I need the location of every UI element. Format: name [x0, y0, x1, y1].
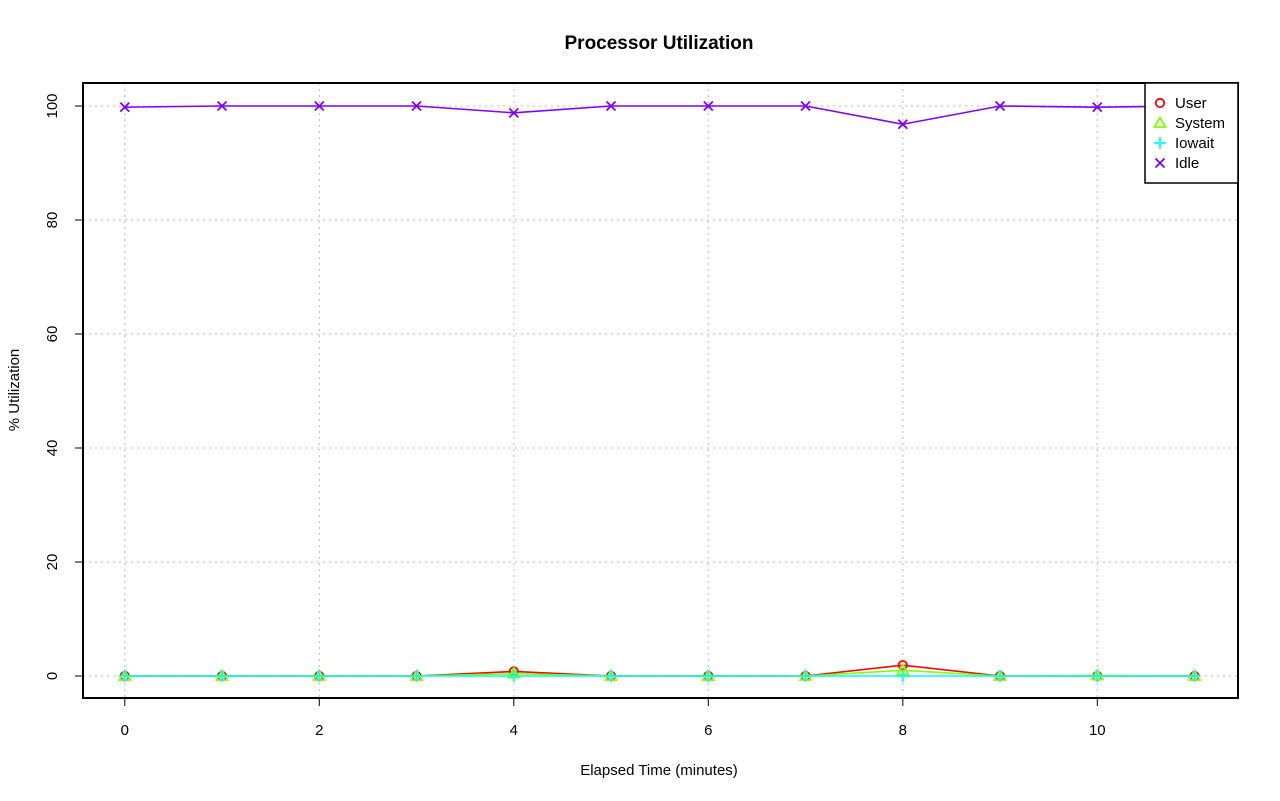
y-axis-label: % Utilization — [6, 349, 23, 432]
data-point-idle — [119, 102, 130, 113]
data-point-iowait — [799, 670, 812, 682]
data-point-idle — [1092, 102, 1103, 113]
series-user — [119, 660, 1200, 682]
x-tick-label: 4 — [510, 722, 518, 739]
y-tick-label: 60 — [44, 326, 61, 343]
data-point-iowait — [1091, 670, 1104, 682]
series-iowait — [118, 670, 1201, 682]
data-point-user — [897, 660, 908, 671]
legend-marker-user — [1154, 97, 1166, 109]
data-point-idle — [800, 100, 811, 112]
data-point-iowait — [896, 670, 909, 682]
data-point-idle — [314, 100, 325, 112]
y-tick-label: 0 — [44, 672, 61, 680]
data-point-iowait — [702, 670, 715, 682]
data-point-iowait — [605, 670, 618, 682]
series-line-user — [124, 664, 1195, 677]
x-axis-label: Elapsed Time (minutes) — [580, 762, 738, 779]
plot-series — [117, 100, 1202, 682]
data-point-idle — [994, 100, 1006, 112]
data-point-iowait — [118, 670, 131, 682]
data-point-idle — [605, 100, 617, 112]
x-tick-label: 0 — [121, 722, 129, 739]
legend-marker-system — [1152, 115, 1168, 128]
data-point-iowait — [507, 670, 520, 682]
series-line-system — [124, 669, 1195, 677]
data-point-idle — [411, 100, 422, 112]
x-tick-label: 8 — [899, 722, 907, 739]
x-tick-label: 2 — [315, 722, 323, 739]
data-point-iowait — [216, 670, 229, 682]
y-tick-label: 100 — [44, 93, 61, 118]
y-tick-label: 20 — [44, 554, 61, 571]
data-point-idle — [703, 100, 714, 112]
legend: User System Iowait Idle — [1144, 82, 1239, 184]
y-tick-label: 40 — [44, 440, 61, 457]
grid — [83, 83, 1238, 698]
series-line-idle — [124, 105, 1195, 126]
data-point-iowait — [410, 670, 423, 682]
legend-label-idle: Idle — [1175, 155, 1199, 172]
data-point-idle — [508, 107, 519, 118]
data-point-idle — [897, 119, 908, 130]
data-point-iowait — [1188, 670, 1201, 682]
data-point-iowait — [313, 670, 326, 682]
series-idle — [119, 100, 1200, 130]
legend-label-system: System — [1175, 115, 1225, 132]
legend-label-iowait: Iowait — [1175, 135, 1215, 152]
data-point-idle — [216, 100, 228, 112]
x-tick-label: 6 — [704, 722, 712, 739]
series-system — [117, 663, 1202, 681]
chart-title: Processor Utilization — [565, 33, 754, 54]
data-point-iowait — [994, 670, 1007, 682]
legend-marker-idle — [1154, 157, 1166, 169]
legend-marker-iowait — [1154, 137, 1166, 149]
plot-frame — [82, 82, 1239, 699]
y-tick-label: 80 — [44, 212, 61, 229]
x-tick-label: 10 — [1089, 722, 1106, 739]
legend-label-user: User — [1175, 95, 1207, 112]
